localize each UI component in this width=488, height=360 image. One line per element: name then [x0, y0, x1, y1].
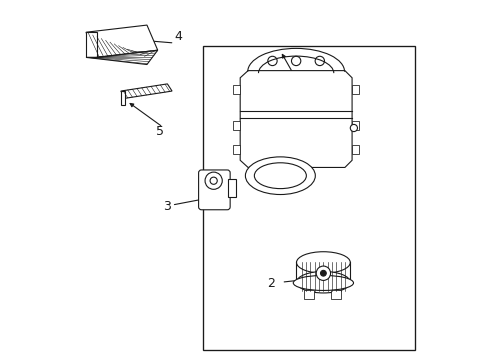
Bar	[351, 145, 359, 154]
FancyBboxPatch shape	[198, 170, 230, 210]
Text: 1: 1	[310, 91, 318, 104]
Bar	[233, 145, 240, 154]
Circle shape	[204, 172, 222, 189]
Circle shape	[316, 266, 330, 280]
Bar	[233, 85, 240, 94]
Text: 2: 2	[267, 278, 275, 291]
Ellipse shape	[296, 271, 349, 293]
Bar	[351, 85, 359, 94]
Text: 5: 5	[156, 125, 164, 138]
Text: 4: 4	[174, 30, 182, 43]
Polygon shape	[121, 84, 172, 98]
Bar	[303, 291, 314, 300]
Polygon shape	[86, 25, 158, 57]
Bar	[233, 121, 240, 130]
Circle shape	[320, 270, 325, 276]
Ellipse shape	[296, 252, 349, 273]
Bar	[227, 179, 235, 197]
Ellipse shape	[293, 275, 353, 291]
Polygon shape	[86, 32, 97, 57]
Circle shape	[349, 125, 357, 132]
Text: 3: 3	[163, 201, 171, 213]
Polygon shape	[86, 50, 158, 64]
Ellipse shape	[245, 157, 315, 194]
Bar	[351, 121, 359, 130]
Polygon shape	[121, 91, 125, 105]
Bar	[330, 291, 341, 300]
Polygon shape	[240, 71, 351, 167]
Circle shape	[210, 177, 217, 184]
Bar	[203, 45, 414, 350]
Ellipse shape	[254, 163, 306, 189]
